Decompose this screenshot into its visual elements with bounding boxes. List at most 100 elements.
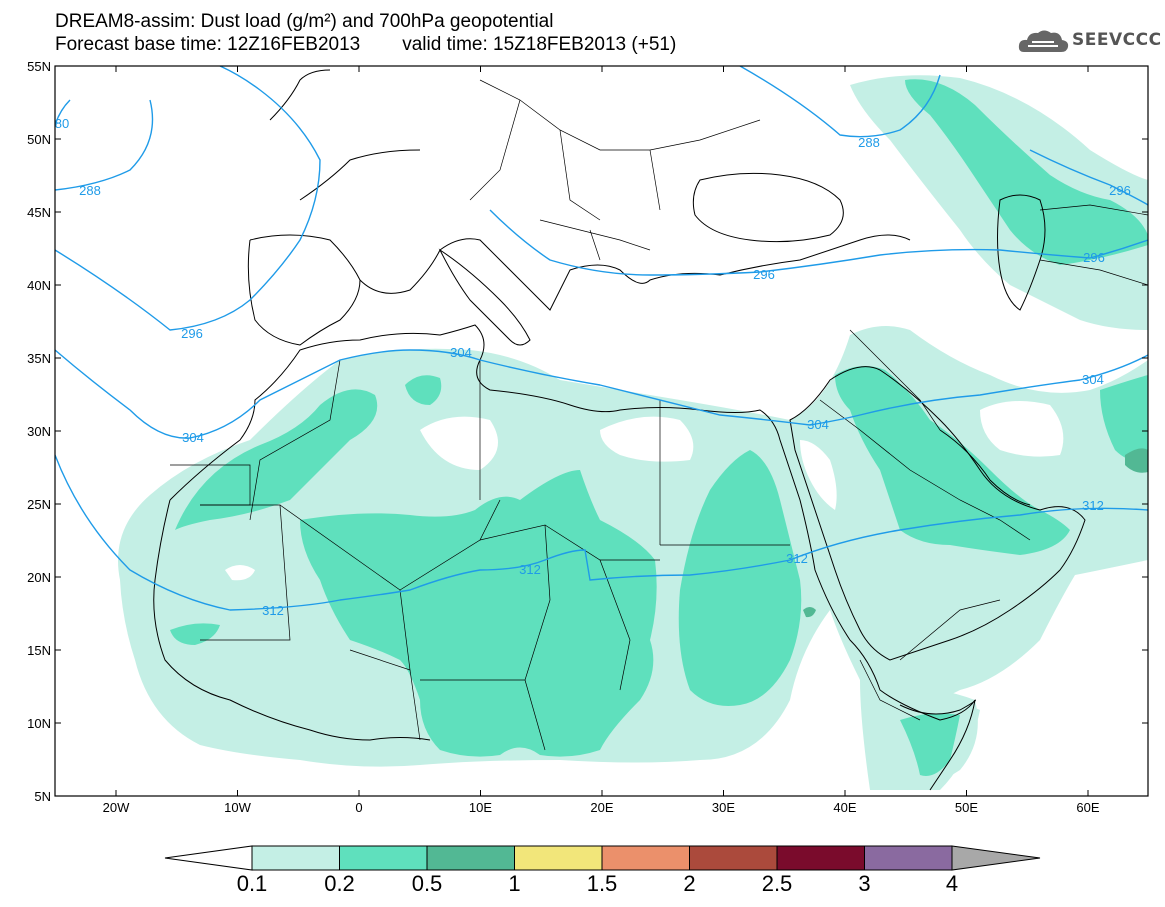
coastline-horn (899, 699, 976, 715)
contour-296-east (489, 209, 1148, 276)
dust-region-arabia-medium (835, 366, 1070, 555)
coastline-iberia (247, 239, 361, 346)
coastlines (153, 69, 1086, 791)
clear-area-red-sea (800, 440, 837, 510)
contour-label: 288 (858, 135, 880, 150)
cloud-icon (1018, 30, 1069, 52)
dust-region-tunisia-medium (405, 375, 442, 405)
contour-label: 304 (1082, 372, 1104, 387)
coastline-arabia (789, 366, 1086, 661)
colorbar-label: 0.2 (324, 871, 355, 896)
longitude-labels: 20W 10W 0 10E 20E 30E 40E 50E 60E (103, 800, 1100, 815)
contour-288-west (55, 99, 154, 191)
contour-label: 296 (753, 267, 775, 282)
colorbar-cell (514, 845, 603, 871)
dust-region-persian-gulf-medium (1100, 375, 1148, 462)
latitude-label: 30N (27, 424, 51, 439)
contour-288-east (739, 66, 941, 138)
longitude-label: 10E (469, 800, 492, 815)
border-mauritania (200, 504, 291, 641)
contour-label: 312 (786, 551, 808, 566)
longitude-label: 40E (833, 800, 856, 815)
dust-medium-areas (170, 79, 1148, 776)
latitude-label: 15N (27, 643, 51, 658)
latitude-label: 5N (34, 789, 51, 804)
latitude-label: 35N (27, 351, 51, 366)
border-chad-sudan (599, 559, 631, 691)
contour-296-north (1029, 149, 1148, 206)
colorbar-label: 2.5 (761, 871, 793, 896)
latitude-label: 50N (27, 132, 51, 147)
latitude-label: 40N (27, 278, 51, 293)
border-ethiopia (859, 659, 921, 721)
logo-text: SEEVCCC (1072, 30, 1162, 50)
border-europe-east (469, 79, 761, 221)
coastline-persian-gulf (939, 429, 1031, 506)
contour-label: 304 (182, 430, 204, 445)
contour-label: 296 (181, 326, 203, 341)
coastline-europe (249, 234, 911, 311)
colorbar-over-arrow (951, 845, 1041, 871)
border-kazakhstan (1039, 204, 1148, 216)
contour-label: 288 (79, 183, 101, 198)
longitude-label: 20W (103, 800, 130, 815)
dust-region-senegal-medium (170, 623, 220, 645)
latitude-label: 10N (27, 716, 51, 731)
longitude-label: 20E (590, 800, 613, 815)
colorbar-under-arrow (164, 845, 253, 871)
valid-time: valid time: 15Z18FEB2013 (+51) (402, 34, 677, 55)
border-morocco-algeria (249, 359, 341, 521)
contour-312-west (55, 454, 791, 611)
contour-label: 304 (807, 417, 829, 432)
contour-280-fragment (55, 99, 71, 126)
border-turkmenistan (1039, 259, 1148, 286)
contour-296-west (55, 66, 321, 331)
colorbar-cell (776, 845, 865, 871)
country-borders (170, 79, 1148, 751)
border-saudi (819, 399, 1031, 661)
coastline-black-sea (692, 172, 844, 243)
colorbar-label: 3 (858, 871, 871, 896)
latitude-label: 20N (27, 570, 51, 585)
border-niger-chad (420, 524, 551, 681)
colorbar-cell (864, 845, 953, 871)
clear-area-mali (225, 565, 255, 581)
geopotential-contours (55, 66, 1148, 611)
colorbar-cells (251, 845, 953, 871)
longitude-label: 10W (224, 800, 251, 815)
contour-labels: 288 288 296 296 296 304 304 304 304 312 … (55, 116, 1131, 618)
border-iraq-iran (849, 329, 941, 431)
latitude-label: 25N (27, 497, 51, 512)
contour-304-east (409, 349, 1148, 426)
contour-label: 296 (1109, 183, 1131, 198)
colorbar-cell (426, 845, 515, 871)
colorbar-label: 1.5 (586, 871, 618, 896)
colorbar-cell (689, 845, 778, 871)
border-algeria-mali (279, 499, 501, 591)
coastline-west-africa (153, 499, 431, 741)
border-balkans (539, 219, 651, 261)
coastline-italy (438, 248, 531, 346)
dust-region-caspian-medium (905, 79, 1148, 266)
forecast-times: Forecast base time: 12Z16FEB2013 valid ti… (55, 35, 676, 55)
dust-region-sahel-medium (300, 470, 657, 757)
contour-label: 312 (262, 603, 284, 618)
latitude-label: 45N (27, 205, 51, 220)
longitude-label: 0 (355, 800, 362, 815)
colorbar-label: 0.1 (236, 871, 268, 896)
contour-label: 304 (450, 345, 472, 360)
dust-region-sudan-medium (678, 450, 802, 706)
longitude-label: 60E (1076, 800, 1099, 815)
colorbar-label: 2 (683, 871, 696, 896)
dust-region-gulf-heavy (1125, 448, 1148, 473)
latitude-label: 55N (27, 59, 51, 74)
latitude-labels: 55N 50N 45N 40N 35N 30N 25N 20N 15N 10N 5N (27, 59, 51, 804)
colorbar-label: 0.5 (411, 871, 443, 896)
contour-label: 312 (1082, 498, 1104, 513)
dust-region-horn-medium (900, 713, 960, 776)
colorbar-cell (339, 845, 428, 871)
colorbar-cell (601, 845, 690, 871)
contour-label: 312 (519, 562, 541, 577)
seevccc-logo: SEEVCCC (1018, 28, 1161, 54)
